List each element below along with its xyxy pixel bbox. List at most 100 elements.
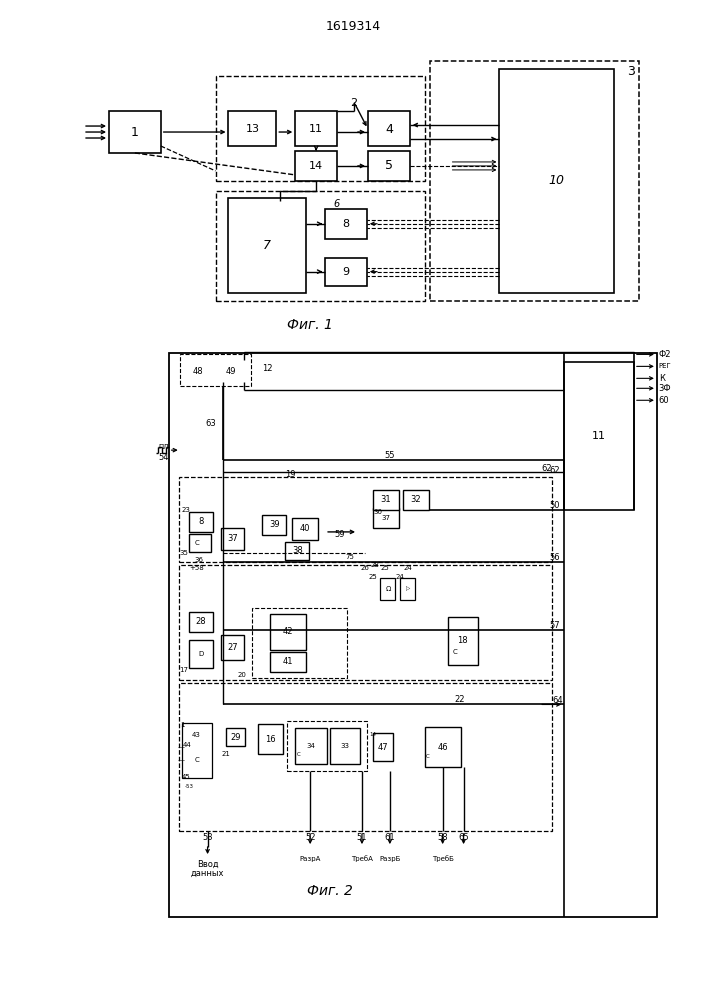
Bar: [179, 477, 552, 562]
Bar: [184, 360, 211, 382]
Bar: [226, 728, 245, 746]
Text: 29: 29: [230, 733, 240, 742]
Text: 75: 75: [346, 554, 354, 560]
Text: Ф2: Ф2: [659, 350, 671, 359]
Text: 49: 49: [226, 367, 235, 376]
Bar: [403, 490, 428, 510]
Text: РазрБ: РазрБ: [379, 856, 401, 862]
Text: 55: 55: [385, 451, 395, 460]
Text: 23: 23: [181, 507, 190, 513]
Bar: [258, 724, 284, 754]
Bar: [285, 542, 309, 560]
Text: 1: 1: [131, 126, 139, 139]
Text: 38: 38: [292, 546, 303, 555]
Text: 24: 24: [395, 574, 404, 580]
Bar: [182, 723, 211, 778]
Text: 9: 9: [342, 267, 349, 277]
Bar: [287, 721, 367, 771]
Text: 14: 14: [370, 732, 376, 737]
Text: 50: 50: [549, 501, 559, 510]
Text: 37: 37: [381, 515, 390, 521]
Text: 32: 32: [411, 495, 421, 504]
Text: 62: 62: [549, 466, 559, 475]
Bar: [252, 608, 347, 678]
Bar: [189, 512, 213, 532]
Text: Ω: Ω: [385, 586, 390, 592]
Bar: [221, 635, 245, 660]
Text: 62: 62: [542, 464, 552, 473]
Text: РазрА: РазрА: [300, 856, 321, 862]
Text: 57: 57: [549, 621, 559, 630]
Bar: [380, 578, 395, 600]
Text: 8: 8: [342, 219, 349, 229]
Bar: [400, 578, 415, 600]
Text: 20: 20: [238, 672, 247, 678]
Text: 46: 46: [438, 743, 448, 752]
Text: 53: 53: [202, 833, 213, 842]
Text: C: C: [194, 757, 199, 763]
Text: 52: 52: [305, 833, 315, 842]
Bar: [180, 354, 252, 386]
Bar: [270, 614, 306, 650]
Bar: [228, 111, 276, 146]
Text: 12: 12: [262, 364, 273, 373]
Text: 19: 19: [285, 470, 296, 479]
Text: 1619314: 1619314: [325, 20, 380, 33]
Text: 22: 22: [455, 695, 464, 704]
Bar: [425, 727, 460, 767]
Text: 13: 13: [245, 124, 259, 134]
Text: 44: 44: [182, 742, 191, 748]
Bar: [262, 515, 286, 535]
Bar: [325, 258, 367, 286]
Text: 5: 5: [385, 159, 393, 172]
Bar: [368, 111, 410, 146]
Text: 7: 7: [263, 239, 271, 252]
Text: 43: 43: [192, 732, 201, 738]
Text: +58: +58: [189, 565, 204, 571]
Text: 61: 61: [385, 833, 395, 842]
Bar: [296, 728, 327, 764]
Text: ТребА: ТребА: [351, 856, 373, 862]
Text: 6: 6: [333, 199, 339, 209]
Bar: [228, 198, 306, 293]
Text: 10: 10: [548, 174, 564, 187]
Bar: [189, 640, 213, 668]
Text: 2: 2: [351, 98, 358, 108]
Text: 21: 21: [221, 751, 230, 757]
Text: 3: 3: [627, 65, 635, 78]
Text: 24: 24: [404, 565, 412, 571]
Bar: [221, 528, 245, 550]
Text: 48: 48: [192, 367, 203, 376]
Text: C: C: [296, 752, 300, 757]
Text: 40: 40: [300, 524, 310, 533]
Text: 28: 28: [370, 562, 380, 568]
Bar: [169, 353, 657, 917]
Text: ПЛ: ПЛ: [158, 444, 169, 450]
Text: Фиг. 1: Фиг. 1: [287, 318, 333, 332]
Text: 59: 59: [335, 530, 345, 539]
Text: 4: 4: [385, 123, 393, 136]
Bar: [448, 617, 477, 665]
Text: 25: 25: [368, 574, 378, 580]
Text: 39: 39: [269, 520, 280, 529]
Bar: [216, 76, 425, 181]
Text: 54: 54: [158, 453, 169, 462]
Text: данных: данных: [191, 868, 224, 877]
Bar: [186, 726, 208, 744]
Text: 11: 11: [592, 431, 606, 441]
Text: C: C: [194, 540, 199, 546]
Text: D: D: [198, 651, 203, 657]
Text: 27: 27: [227, 643, 238, 652]
Text: К: К: [659, 374, 665, 383]
Text: 65: 65: [458, 833, 469, 842]
Text: 35: 35: [180, 550, 188, 556]
Text: 51: 51: [357, 833, 367, 842]
Text: 34: 34: [307, 743, 315, 749]
Bar: [368, 151, 410, 181]
Text: 11: 11: [309, 124, 323, 134]
Text: Ввод: Ввод: [197, 859, 218, 868]
Text: 36: 36: [194, 557, 203, 563]
Text: Фиг. 2: Фиг. 2: [307, 884, 353, 898]
Text: 58: 58: [438, 833, 448, 842]
Bar: [292, 518, 318, 540]
